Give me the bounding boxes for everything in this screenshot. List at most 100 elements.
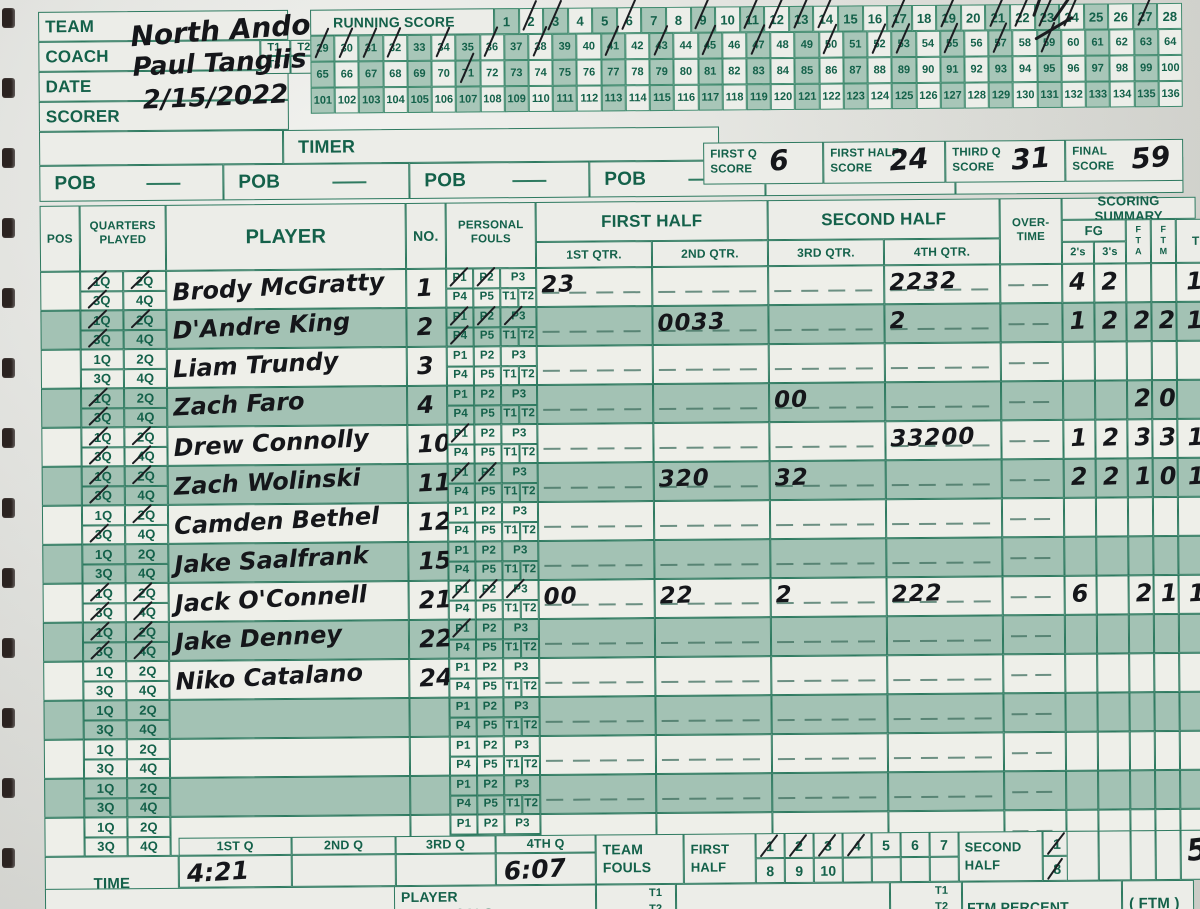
player-number-cell[interactable] xyxy=(406,268,447,308)
foul-T2[interactable]: T2 xyxy=(522,794,541,815)
row-pos-cell[interactable] xyxy=(40,271,81,311)
summary-cell-threes[interactable] xyxy=(1096,614,1130,654)
score-cell-q2[interactable] xyxy=(656,773,773,814)
player-name-cell[interactable] xyxy=(167,463,408,505)
running-score-cell-83[interactable]: 83 xyxy=(746,58,771,85)
summary-cell-fta[interactable] xyxy=(1128,614,1155,654)
running-score-cell-87[interactable]: 87 xyxy=(843,57,868,84)
row-pos-cell[interactable] xyxy=(42,544,83,584)
running-score-cell-119[interactable]: 119 xyxy=(746,84,772,111)
running-score-cell-75[interactable]: 75 xyxy=(552,59,578,86)
running-score-cell-107[interactable]: 107 xyxy=(455,86,481,113)
technical-left-value[interactable] xyxy=(675,882,891,909)
team-total-cell-4[interactable] xyxy=(1180,829,1200,880)
team-foul-fh-2[interactable]: 2 xyxy=(784,832,814,859)
running-score-cell-62[interactable]: 62 xyxy=(1109,29,1134,56)
running-score-cell-114[interactable]: 114 xyxy=(625,85,650,112)
running-score-cell-99[interactable]: 99 xyxy=(1133,55,1159,82)
running-score-cell-112[interactable]: 112 xyxy=(577,85,602,112)
score-cell-q4[interactable] xyxy=(885,420,1002,461)
foul-T1[interactable]: T1 xyxy=(502,560,521,581)
running-score-cell-1[interactable]: 1 xyxy=(494,8,519,35)
running-score-cell-121[interactable]: 121 xyxy=(795,83,820,110)
quarter-played-3Q[interactable]: 3Q xyxy=(82,641,127,662)
running-score-cell-38[interactable]: 38 xyxy=(528,33,553,61)
foul-P3[interactable]: P3 xyxy=(502,618,539,639)
running-score-cell-89[interactable]: 89 xyxy=(891,56,917,84)
summary-cell-tp[interactable] xyxy=(1176,340,1200,380)
score-cell-q3[interactable] xyxy=(768,382,886,423)
quarter-played-1Q[interactable]: 1Q xyxy=(81,466,125,487)
score-cell-q3[interactable] xyxy=(771,655,888,696)
player-name-cell[interactable] xyxy=(170,775,411,817)
row-pos-cell[interactable] xyxy=(41,388,82,428)
running-score-cell-28[interactable]: 28 xyxy=(1157,2,1183,30)
running-score-cell-84[interactable]: 84 xyxy=(770,57,796,85)
player-name-cell[interactable] xyxy=(166,307,407,349)
summary-cell-fta[interactable] xyxy=(1126,302,1152,342)
timeout-cell-top-1[interactable] xyxy=(178,854,292,888)
score-cell-q3[interactable] xyxy=(769,499,887,540)
foul-P1[interactable]: P1 xyxy=(448,619,476,640)
foul-P1[interactable]: P1 xyxy=(450,814,478,835)
score-cell-q1[interactable] xyxy=(539,657,656,697)
score-cell-q2[interactable] xyxy=(654,578,771,619)
summary-cell-ftm[interactable] xyxy=(1153,535,1179,576)
running-score-cell-49[interactable]: 49 xyxy=(794,31,820,58)
running-score-cell-88[interactable]: 88 xyxy=(867,57,892,84)
row-pos-cell[interactable] xyxy=(42,622,84,662)
score-cell-q1[interactable] xyxy=(538,618,656,658)
running-score-cell-109[interactable]: 109 xyxy=(504,86,529,113)
summary-cell-threes[interactable] xyxy=(1094,341,1127,381)
running-score-cell-25[interactable]: 25 xyxy=(1083,3,1109,30)
foul-P3[interactable]: P3 xyxy=(502,579,539,600)
running-score-cell-4[interactable]: 4 xyxy=(567,7,593,34)
running-score-cell-50[interactable]: 50 xyxy=(818,31,844,58)
quarter-played-3Q[interactable]: 3Q xyxy=(81,446,125,467)
running-score-cell-77[interactable]: 77 xyxy=(601,59,626,86)
scorer-value-field[interactable] xyxy=(38,129,284,166)
quarter-played-4Q[interactable]: 4Q xyxy=(127,836,171,857)
score-cell-q2[interactable] xyxy=(655,656,772,697)
foul-P1[interactable]: P1 xyxy=(446,268,474,289)
foul-P2[interactable]: P2 xyxy=(476,736,504,756)
running-score-cell-93[interactable]: 93 xyxy=(988,56,1014,83)
foul-T1[interactable]: T1 xyxy=(503,755,523,776)
score-cell-q4[interactable] xyxy=(886,615,1004,656)
running-score-cell-110[interactable]: 110 xyxy=(528,85,554,113)
quarter-played-4Q[interactable]: 4Q xyxy=(123,368,168,389)
foul-P4[interactable]: P4 xyxy=(449,755,478,776)
foul-P1[interactable]: P1 xyxy=(448,580,476,601)
quarter-played-1Q[interactable]: 1Q xyxy=(82,544,126,565)
player-number-cell[interactable] xyxy=(406,385,448,425)
quarter-played-2Q[interactable]: 2Q xyxy=(124,387,168,408)
running-score-cell-2[interactable]: 2 xyxy=(518,7,544,35)
summary-cell-threes[interactable] xyxy=(1097,731,1131,771)
foul-P2[interactable]: P2 xyxy=(473,307,501,327)
running-score-cell-9[interactable]: 9 xyxy=(690,6,716,33)
foul-P5[interactable]: P5 xyxy=(474,482,502,503)
score-box-3[interactable]: THIRD Q SCORE xyxy=(945,139,1066,183)
summary-cell-fta[interactable] xyxy=(1128,575,1154,615)
quarter-played-4Q[interactable]: 4Q xyxy=(126,680,170,701)
row-pos-cell[interactable] xyxy=(43,700,84,740)
player-name-cell[interactable] xyxy=(168,619,410,661)
running-score-cell-118[interactable]: 118 xyxy=(722,84,747,111)
foul-P4[interactable]: P4 xyxy=(449,677,477,698)
team-total-cell-1[interactable] xyxy=(1098,830,1131,881)
summary-cell-fta[interactable] xyxy=(1126,380,1153,420)
player-number-cell[interactable] xyxy=(408,580,449,620)
foul-T1[interactable]: T1 xyxy=(500,287,519,308)
running-score-cell-35[interactable]: 35 xyxy=(455,34,480,61)
score-cell-q3[interactable] xyxy=(770,577,887,618)
summary-cell-threes[interactable] xyxy=(1097,653,1130,693)
player-name-cell[interactable] xyxy=(169,658,410,700)
summary-cell-threes[interactable] xyxy=(1094,380,1128,420)
score-cell-q1[interactable] xyxy=(536,384,654,424)
quarter-played-3Q[interactable]: 3Q xyxy=(84,836,128,857)
quarter-played-1Q[interactable]: 1Q xyxy=(81,427,125,448)
running-score-cell-30[interactable]: 30 xyxy=(334,35,359,62)
running-score-cell-24[interactable]: 24 xyxy=(1059,3,1084,30)
running-score-cell-134[interactable]: 134 xyxy=(1109,81,1135,108)
running-score-cell-80[interactable]: 80 xyxy=(673,58,699,85)
